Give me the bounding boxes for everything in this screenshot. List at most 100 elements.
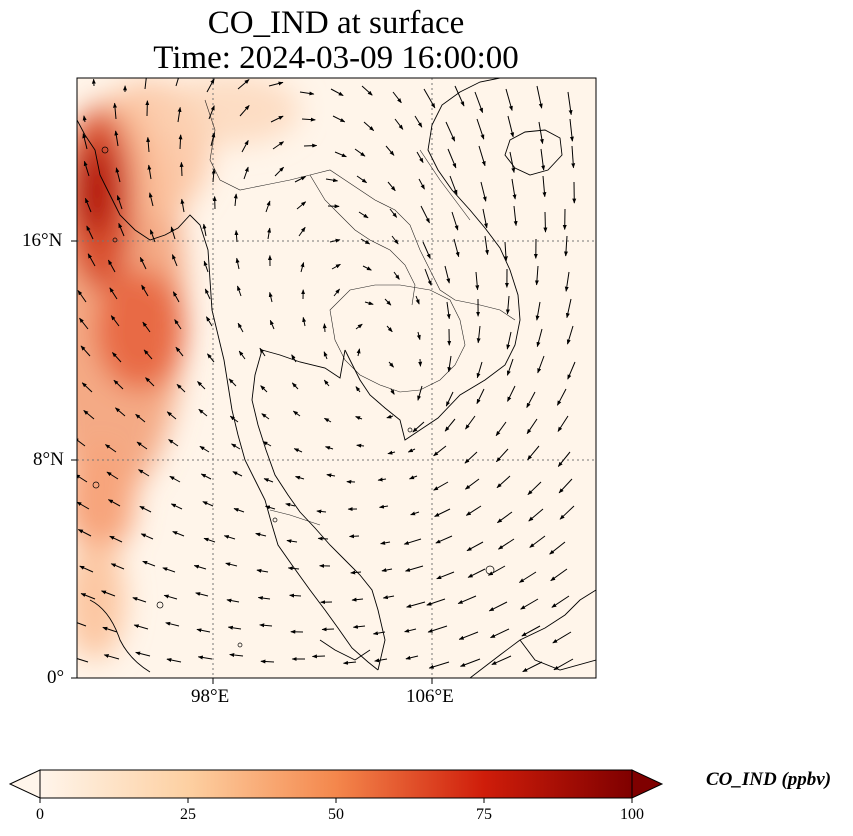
wind-arrow [447, 355, 452, 373]
wind-arrow [211, 168, 216, 183]
wind-arrow [165, 621, 180, 627]
wind-arrow [142, 560, 156, 567]
colorbar-tick-label: 25 [180, 806, 196, 823]
wind-arrow [417, 385, 423, 401]
wind-arrow [241, 139, 249, 153]
wind-arrow [351, 597, 364, 602]
wind-arrow [256, 568, 269, 573]
wind-arrow [292, 410, 301, 417]
wind-arrow [146, 136, 151, 153]
wind-arrow [202, 223, 207, 237]
wind-arrow [115, 407, 126, 417]
wind-arrow [496, 475, 511, 489]
wind-arrow [168, 439, 179, 447]
wind-arrow [203, 260, 209, 273]
wind-arrow [535, 301, 541, 321]
wind-arrow [166, 411, 177, 420]
wind-arrow [272, 141, 285, 150]
wind-arrow [162, 567, 176, 573]
wind-arrow [255, 532, 267, 537]
wind-arrow [350, 570, 362, 575]
wind-arrow [505, 88, 513, 111]
wind-arrow [226, 598, 240, 603]
colorbar-bar [39, 769, 633, 799]
wind-arrow [537, 355, 545, 374]
wind-arrow [536, 85, 543, 109]
wind-arrow [80, 345, 91, 357]
wind-arrow [445, 121, 456, 142]
wind-arrow [87, 253, 96, 267]
wind-arrow [381, 568, 393, 573]
wind-arrow [286, 539, 298, 544]
wind-arrow [197, 655, 213, 660]
wind-arrow [385, 145, 395, 156]
wind-arrow [172, 291, 180, 303]
wind-arrow [527, 481, 542, 496]
wind-arrow [451, 211, 459, 231]
wind-arrow [143, 349, 153, 360]
lon-tick-label: 98°E [191, 686, 230, 707]
wind-arrow [363, 121, 375, 131]
wind-arrow [506, 331, 512, 350]
wind-arrow [454, 85, 465, 107]
wind-arrow [260, 659, 275, 664]
wind-arrow [202, 501, 214, 507]
wind-arrow [406, 601, 426, 608]
wind-arrow [139, 256, 147, 270]
wind-arrow [321, 627, 335, 632]
wind-arrow [331, 263, 341, 270]
wind-arrow [466, 541, 484, 552]
wind-arrow [260, 385, 268, 393]
wind-arrow [436, 571, 455, 580]
wind-arrow [389, 208, 398, 218]
wind-arrow [293, 448, 303, 453]
wind-arrow [422, 241, 431, 259]
wind-arrow [507, 115, 515, 138]
wind-arrow [86, 225, 94, 240]
wind-arrow [227, 625, 242, 630]
wind-arrow [409, 475, 418, 480]
wind-arrow [563, 235, 568, 257]
wind-arrow [352, 624, 366, 629]
wind-arrow [330, 88, 344, 97]
wind-arrow [453, 238, 460, 258]
wind-arrow [553, 658, 574, 671]
wind-arrow [113, 102, 117, 120]
wind-arrow [495, 421, 507, 437]
wind-arrow [329, 238, 341, 243]
wind-arrow [513, 205, 518, 227]
wind-arrow [263, 478, 274, 483]
wind-arrow [175, 78, 179, 87]
wind-arrow [233, 193, 238, 207]
colorbar-min-extend [8, 769, 41, 799]
wind-arrow [465, 415, 476, 430]
wind-arrow [116, 195, 123, 210]
wind-arrow [110, 563, 125, 570]
wind-arrow [114, 130, 119, 147]
wind-arrow [427, 625, 448, 633]
wind-arrow [265, 200, 271, 213]
wind-arrow [520, 598, 539, 610]
wind-arrow [322, 323, 327, 333]
wind-arrow [170, 226, 176, 240]
wind-arrow [326, 473, 336, 478]
wind-arrow [362, 265, 372, 271]
wind-arrow [497, 538, 515, 550]
map-subtitle-time: Time: 2024-03-09 16:00:00 [153, 40, 519, 76]
wind-arrow [569, 118, 574, 142]
wind-arrow [505, 295, 510, 315]
wind-arrow [478, 145, 486, 167]
wind-arrow [377, 477, 387, 482]
wind-arrow [243, 166, 249, 180]
wind-arrow [361, 85, 373, 96]
wind-arrow [148, 192, 154, 207]
wind-arrow [232, 471, 243, 477]
wind-arrow [556, 388, 567, 406]
wind-arrow [206, 78, 215, 93]
map-panel [77, 78, 596, 678]
wind-arrow [418, 178, 425, 190]
wind-arrow [238, 350, 246, 360]
wind-arrow [386, 414, 394, 419]
wind-arrow [198, 408, 208, 417]
wind-arrow [311, 654, 326, 659]
